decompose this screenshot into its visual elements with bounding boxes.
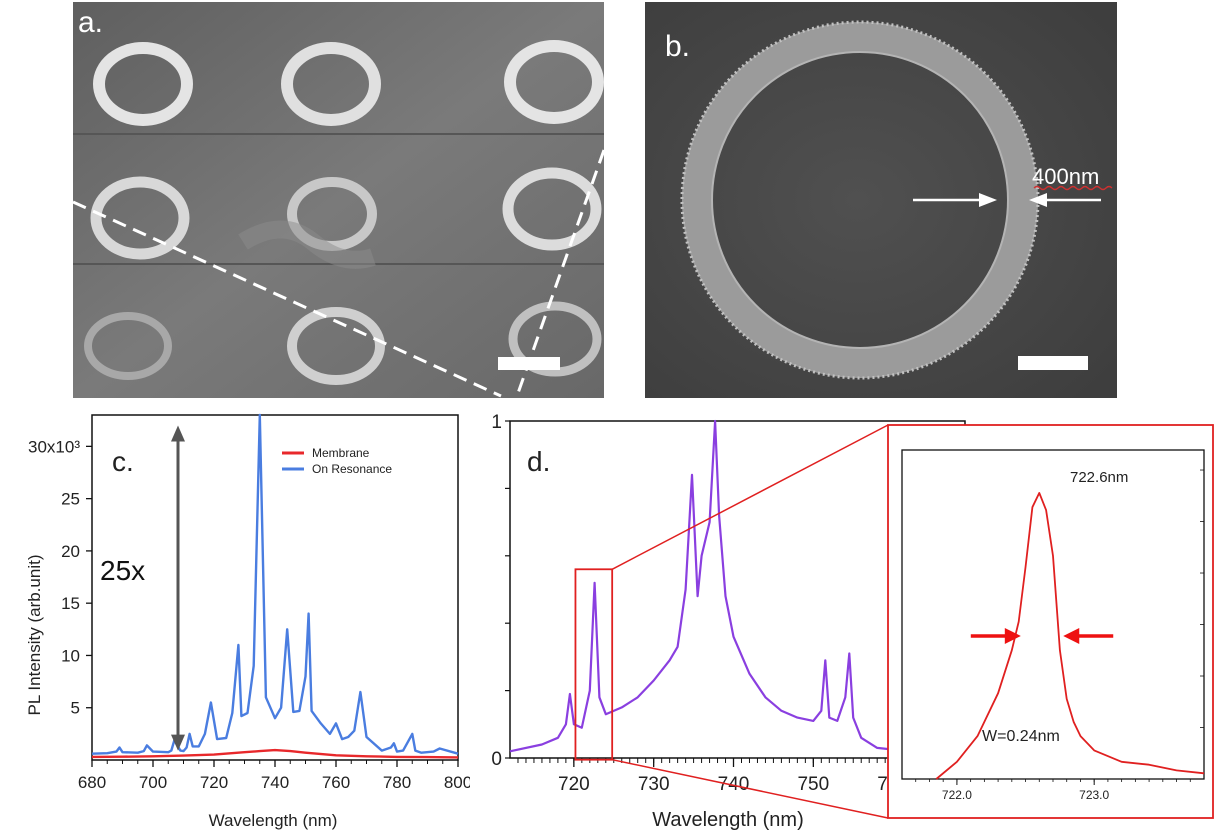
x-tick-label: 720 <box>200 773 228 792</box>
legend-membrane: Membrane <box>312 446 370 460</box>
chart-d-normalized-spectrum: 72073074075076001 d. Wavelength (nm) 722… <box>491 412 1214 831</box>
ring <box>84 40 604 385</box>
cleave-line <box>73 200 502 398</box>
inset-x-tick-label: 723.0 <box>1079 788 1109 802</box>
plot-frame <box>91 414 459 761</box>
width-label: 400nm <box>1032 164 1099 189</box>
scale-bar <box>498 357 560 370</box>
enhancement-arrow-head-bottom <box>171 734 185 751</box>
width-arrow-left <box>1029 193 1101 207</box>
y-tick-label: 30x10³ <box>28 437 80 456</box>
x-tick-label: 740 <box>261 773 289 792</box>
panel-b-label: b. <box>665 30 691 63</box>
annotation-25x: 25x <box>100 555 145 586</box>
legend-on-resonance: On Resonance <box>312 462 392 476</box>
series-on-resonance <box>91 413 459 755</box>
inset-peak-label: 722.6nm <box>1070 469 1128 486</box>
x-tick-label: 750 <box>797 774 829 795</box>
y-tick-label: 20 <box>61 542 80 561</box>
width-arrow-right <box>913 193 997 207</box>
inset-frame <box>887 424 1214 819</box>
x-axis-title: Wavelength (nm) <box>209 811 338 830</box>
x-tick-label: 740 <box>718 774 750 795</box>
legend: Membrane On Resonance <box>282 446 392 476</box>
y-tick-label: 25 <box>61 490 80 509</box>
fwhm-arrow-right-head <box>1063 627 1080 644</box>
sem-ring-array-svg <box>73 2 604 398</box>
x-axis-title: Wavelength (nm) <box>652 809 804 831</box>
zoom-line <box>612 758 889 819</box>
y-axis-title: PL Intensity (arb.unit) <box>25 555 44 716</box>
zoom-box <box>574 568 614 761</box>
y-tick-label: 1 <box>491 412 502 433</box>
sem-image-ring-array: a. <box>73 2 604 398</box>
panel-d-label: d. <box>527 446 550 477</box>
x-tick-label: 780 <box>383 773 411 792</box>
x-tick-label: 700 <box>139 773 167 792</box>
inset-width-label: W=0.24nm <box>982 728 1060 745</box>
series-membrane <box>91 748 459 759</box>
inset-series <box>935 492 1205 780</box>
x-tick-label: 730 <box>638 774 670 795</box>
sem-single-ring-svg: 400nm <box>645 2 1117 398</box>
zoom-line <box>611 424 889 570</box>
x-tick-label: 720 <box>558 774 590 795</box>
panel-a-label: a. <box>78 6 104 39</box>
y-tick-label: 10 <box>61 646 80 665</box>
ring <box>682 22 1038 378</box>
fwhm-arrow-left-head <box>1004 627 1021 644</box>
x-tick-label: 800 <box>444 773 470 792</box>
enhancement-arrow-head-top <box>171 425 185 442</box>
sem-image-single-ring: 400nm b. <box>645 2 1117 398</box>
scale-bar <box>1018 356 1088 370</box>
panel-c-label: c. <box>112 446 134 477</box>
series-spectrum <box>509 419 966 753</box>
x-tick-label: 760 <box>322 773 350 792</box>
y-tick-label: 5 <box>71 699 80 718</box>
y-tick-label: 0 <box>491 749 502 770</box>
y-tick-label: 15 <box>61 594 80 613</box>
x-tick-label: 680 <box>78 773 106 792</box>
inset-x-tick-label: 722.0 <box>942 788 972 802</box>
